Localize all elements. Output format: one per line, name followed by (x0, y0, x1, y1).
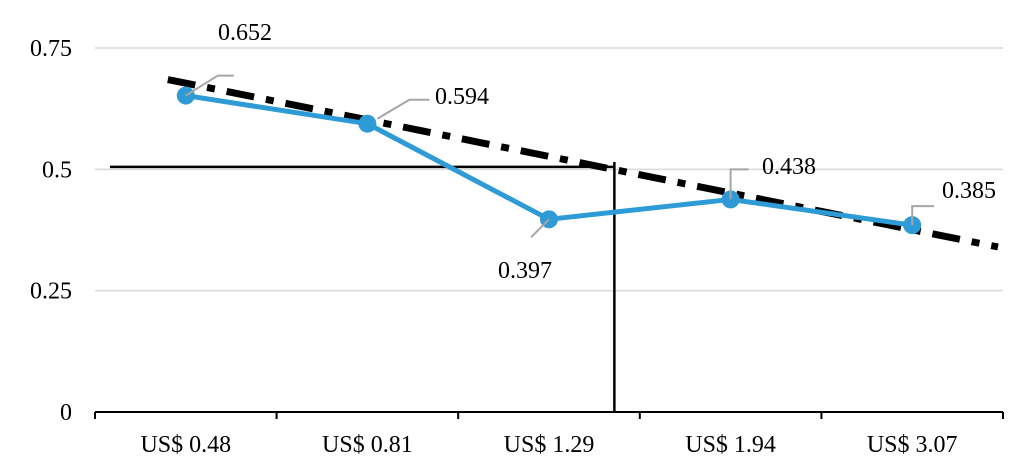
x-tick-label: US$ 1.29 (504, 432, 595, 458)
y-tick-label: 0 (60, 400, 72, 426)
data-label-leader (911, 205, 935, 226)
data-label: 0.594 (435, 84, 489, 110)
data-label-leader (530, 218, 550, 239)
x-axis (94, 411, 1004, 419)
y-tick-label: 0.25 (30, 279, 72, 305)
x-tick-label: US$ 3.07 (867, 432, 958, 458)
data-label-leaders (185, 74, 935, 239)
x-axis-tick-labels: US$ 0.48 US$ 0.81 US$ 1.29 US$ 1.94 US$ 3.07 (140, 432, 957, 458)
data-label-leader (376, 98, 430, 120)
data-labels: 0.652 0.594 0.397 0.438 0.385 (218, 20, 996, 284)
reference-lines (110, 162, 616, 412)
data-label: 0.438 (762, 154, 816, 180)
data-point (358, 114, 377, 133)
y-tick-label: 0.75 (30, 36, 72, 62)
data-label: 0.397 (498, 258, 552, 284)
gridlines (95, 47, 1003, 292)
data-label-leader (729, 168, 749, 200)
x-tick-label: US$ 0.81 (322, 432, 413, 458)
x-tick-label: US$ 0.48 (140, 432, 231, 458)
data-label: 0.652 (218, 20, 272, 46)
data-label: 0.385 (942, 178, 996, 204)
x-tick-label: US$ 1.94 (685, 432, 776, 458)
data-label-leader (185, 74, 234, 97)
y-axis-tick-labels: 0 0.25 0.5 0.75 (30, 36, 72, 426)
y-tick-label: 0.5 (42, 157, 72, 183)
